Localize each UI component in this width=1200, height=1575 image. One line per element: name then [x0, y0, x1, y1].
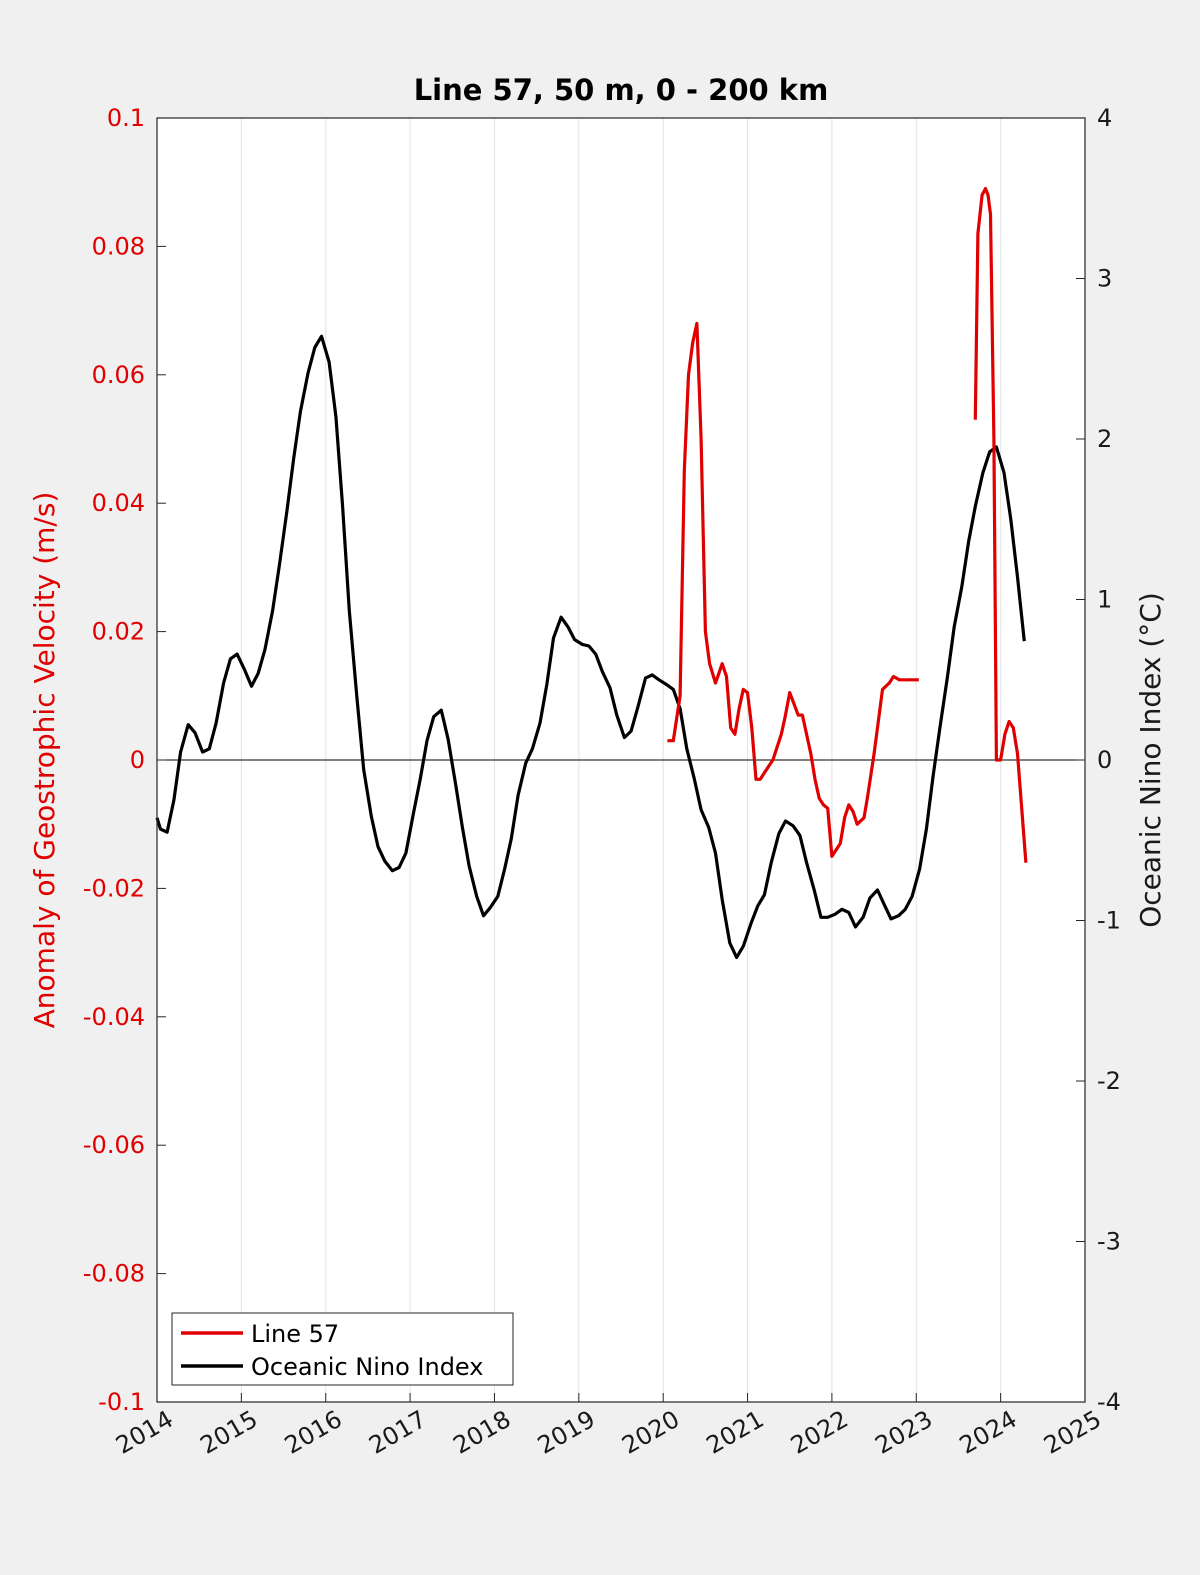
x-tick-label: 2020	[617, 1405, 684, 1460]
right-y-tick-label: 2	[1097, 425, 1112, 453]
legend-box	[171, 1312, 514, 1386]
left-y-axis: -0.1 -0.08 -0.06 -0.04 -0.02 0 0.02 0.04 0.06 0.0…	[83, 104, 166, 1416]
x-tick-label: 2016	[280, 1405, 347, 1460]
right-y-tick-label: -4	[1097, 1388, 1121, 1416]
left-y-tick-label: 0.1	[107, 104, 145, 132]
chart-title: Line 57, 50 m, 0 - 200 km	[414, 73, 829, 107]
legend-label-line-57: Line 57	[251, 1320, 339, 1348]
x-tick-label: 2019	[533, 1405, 600, 1460]
legend: Line 57 Oceanic Nino Index	[171, 1312, 514, 1386]
x-tick-label: 2023	[870, 1405, 937, 1460]
right-y-tick-label: -2	[1097, 1067, 1121, 1095]
left-axis-label: Anomaly of Geostrophic Velocity (m/s)	[28, 492, 61, 1029]
right-axis-label: Oceanic Nino Index (°C)	[1134, 592, 1167, 928]
series-line-oceanic-nino-index	[155, 334, 1026, 959]
series-line-line-57-segment-1	[667, 321, 919, 858]
x-tick-label: 2024	[955, 1405, 1022, 1460]
left-y-tick-label: 0.02	[92, 618, 145, 646]
x-tick-label: 2022	[786, 1405, 853, 1460]
x-tick-label: 2015	[195, 1405, 262, 1460]
x-tick-label: 2025	[1039, 1405, 1106, 1460]
left-y-tick-label: 0.06	[92, 361, 145, 389]
right-y-tick-label: 1	[1097, 586, 1112, 614]
right-y-axis: -4 -3 -2 -1 0 1 2 3 4	[1076, 104, 1121, 1416]
right-y-tick-label: 3	[1097, 265, 1112, 293]
left-y-tick-label: -0.06	[83, 1131, 145, 1159]
left-y-tick-label: 0.04	[92, 489, 145, 517]
right-y-tick-label: -1	[1097, 907, 1121, 935]
left-y-tick-label: 0.08	[92, 232, 145, 260]
series-line-line-57-segment-2	[973, 187, 1028, 863]
legend-label-oceanic-nino-index: Oceanic Nino Index	[251, 1353, 483, 1381]
left-y-tick-label: 0	[130, 746, 145, 774]
series-layer	[155, 187, 1028, 959]
left-y-tick-label: -0.04	[83, 1003, 145, 1031]
x-tick-label: 2021	[702, 1405, 769, 1460]
left-y-tick-label: -0.02	[83, 874, 145, 902]
right-y-tick-label: 0	[1097, 746, 1112, 774]
x-tick-label: 2018	[449, 1405, 516, 1460]
x-tick-label: 2017	[364, 1405, 431, 1460]
left-y-tick-label: -0.08	[83, 1260, 145, 1288]
right-y-tick-label: 4	[1097, 104, 1112, 132]
right-y-tick-label: -3	[1097, 1228, 1121, 1256]
left-y-tick-label: -0.1	[98, 1388, 145, 1416]
x-axis: 2014 2015 2016 2017 2018 2019 2020 2021 2022 2023…	[111, 1393, 1106, 1460]
